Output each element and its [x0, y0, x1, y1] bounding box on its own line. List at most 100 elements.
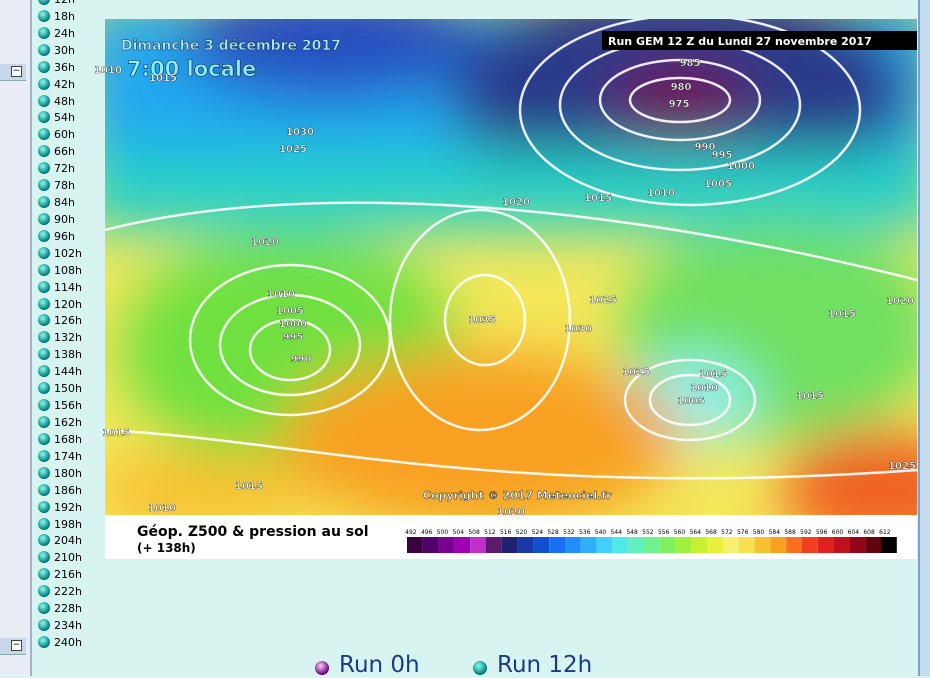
timestep-label[interactable]: 66h [54, 145, 75, 159]
scale-label: 548 [626, 529, 638, 536]
timestep[interactable]: 168h [38, 432, 82, 446]
timestep-label[interactable]: 222h [54, 585, 82, 599]
timestep[interactable]: 240h [38, 635, 82, 649]
timestep[interactable]: 174h [38, 449, 82, 463]
timestep[interactable]: 204h [38, 534, 82, 547]
timestep-label[interactable]: 78h [54, 179, 75, 193]
timestep[interactable]: 48h [38, 94, 75, 108]
timestep-label[interactable]: 114h [54, 280, 82, 294]
timestep[interactable]: 222h [38, 585, 82, 598]
timestep-label[interactable]: 132h [54, 331, 82, 345]
timestep[interactable]: 42h [38, 77, 75, 91]
timestep-label[interactable]: 192h [54, 500, 82, 514]
timestep-label[interactable]: 126h [54, 314, 82, 328]
timestep[interactable]: 150h [38, 382, 82, 395]
timestep[interactable]: 102h [38, 246, 82, 260]
timestep-label[interactable]: 180h [54, 466, 82, 480]
timestep[interactable]: 120h [38, 297, 82, 311]
timestep-label[interactable]: 138h [54, 348, 82, 362]
timestep-label[interactable]: 96h [54, 229, 75, 243]
timestep[interactable]: 162h [38, 416, 82, 429]
timestep-label[interactable]: 24h [54, 26, 75, 40]
copyright: Copyright © 2017 Meteociel.fr [423, 489, 612, 502]
timestep[interactable]: 216h [38, 568, 82, 581]
timestep[interactable]: 144h [38, 365, 82, 378]
timestep-label[interactable]: 240h [54, 635, 82, 649]
timestep[interactable]: 108h [38, 263, 82, 277]
timestep-label[interactable]: 12h [54, 0, 75, 6]
timestep[interactable]: 30h [38, 43, 75, 57]
timestep-label[interactable]: 216h [54, 568, 82, 582]
timestep[interactable]: 12h [38, 0, 75, 6]
timestep[interactable]: 210h [38, 551, 82, 564]
timestep[interactable]: 234h [38, 619, 82, 632]
timestep-label[interactable]: 210h [54, 551, 82, 565]
timestep-label[interactable]: 162h [54, 416, 82, 429]
run-button[interactable]: Run 12h [473, 652, 592, 678]
timestep[interactable]: 114h [38, 280, 82, 294]
scale-label: 552 [642, 529, 654, 536]
timestep-label[interactable]: 36h [54, 60, 75, 74]
isobar-label: 1005 [704, 179, 732, 190]
timestep-label[interactable]: 120h [54, 297, 82, 311]
timestep-label[interactable]: 42h [54, 77, 75, 91]
scale-label: 524 [532, 529, 544, 536]
timestep[interactable]: 90h [38, 212, 75, 226]
timestep[interactable]: 228h [38, 602, 82, 615]
timestep[interactable]: 132h [38, 331, 82, 344]
run-button[interactable]: Run 0h [315, 652, 420, 678]
isobar-label: 1020 [497, 507, 525, 518]
timestep-label[interactable]: 186h [54, 483, 82, 497]
timestep[interactable]: 84h [38, 196, 75, 209]
timestep[interactable]: 36h [38, 60, 75, 74]
scale-label: 604 [848, 529, 860, 536]
timestep-label[interactable]: 102h [54, 246, 82, 260]
timestep[interactable]: 180h [38, 466, 82, 480]
timestep[interactable]: 66h [38, 145, 75, 158]
timestep[interactable]: 54h [38, 111, 75, 124]
timestep[interactable]: 96h [38, 229, 75, 243]
timestep[interactable]: 78h [38, 179, 75, 192]
timestep[interactable]: 186h [38, 483, 82, 497]
isobar-label: 975 [669, 99, 690, 110]
timestep[interactable]: 24h [38, 26, 75, 40]
timestep-label[interactable]: 144h [54, 365, 82, 379]
timestep-label[interactable]: 174h [54, 449, 82, 463]
timestep[interactable]: 192h [38, 500, 82, 514]
isobar-label: 1035 [468, 315, 496, 326]
timestep-label[interactable]: 204h [54, 534, 82, 548]
timestep-label[interactable]: 234h [54, 619, 82, 633]
scale-label: 612 [879, 529, 891, 536]
timestep-label[interactable]: 84h [54, 196, 75, 210]
scale-swatch [691, 537, 708, 553]
timestep[interactable]: 126h [38, 314, 82, 327]
timestep[interactable]: 60h [38, 128, 75, 141]
timestep[interactable]: 156h [38, 399, 82, 412]
timestep-label[interactable]: 228h [54, 602, 82, 616]
timestep-label[interactable]: 48h [54, 94, 75, 108]
timestep-label[interactable]: 60h [54, 128, 75, 142]
timestep-label[interactable]: 168h [54, 432, 82, 446]
isobar-label: 1025 [279, 144, 307, 155]
timestep-label[interactable]: 108h [54, 263, 82, 277]
isobar-label: 1015 [102, 428, 130, 439]
run-label[interactable]: Run 0h [339, 652, 420, 678]
run-label[interactable]: Run 12h [497, 652, 593, 678]
timestep[interactable]: 18h [38, 9, 75, 23]
timestep-label[interactable]: 18h [54, 9, 75, 23]
timestep-label[interactable]: 90h [54, 212, 75, 226]
timestep-label[interactable]: 150h [54, 382, 82, 396]
scale-swatch [754, 537, 771, 553]
timestep[interactable]: 198h [38, 517, 82, 531]
timestep[interactable]: 72h [38, 162, 75, 175]
timestep-label[interactable]: 72h [54, 162, 75, 176]
timestep-label[interactable]: 54h [54, 111, 75, 125]
scale-swatch [549, 537, 565, 553]
panel-header: − [0, 638, 26, 655]
isobar-label: 990 [695, 142, 716, 153]
timestep[interactable]: 138h [38, 348, 82, 361]
timestep-label[interactable]: 156h [54, 399, 82, 413]
timestep-label[interactable]: 30h [54, 43, 75, 57]
timestep-label[interactable]: 198h [54, 517, 82, 531]
